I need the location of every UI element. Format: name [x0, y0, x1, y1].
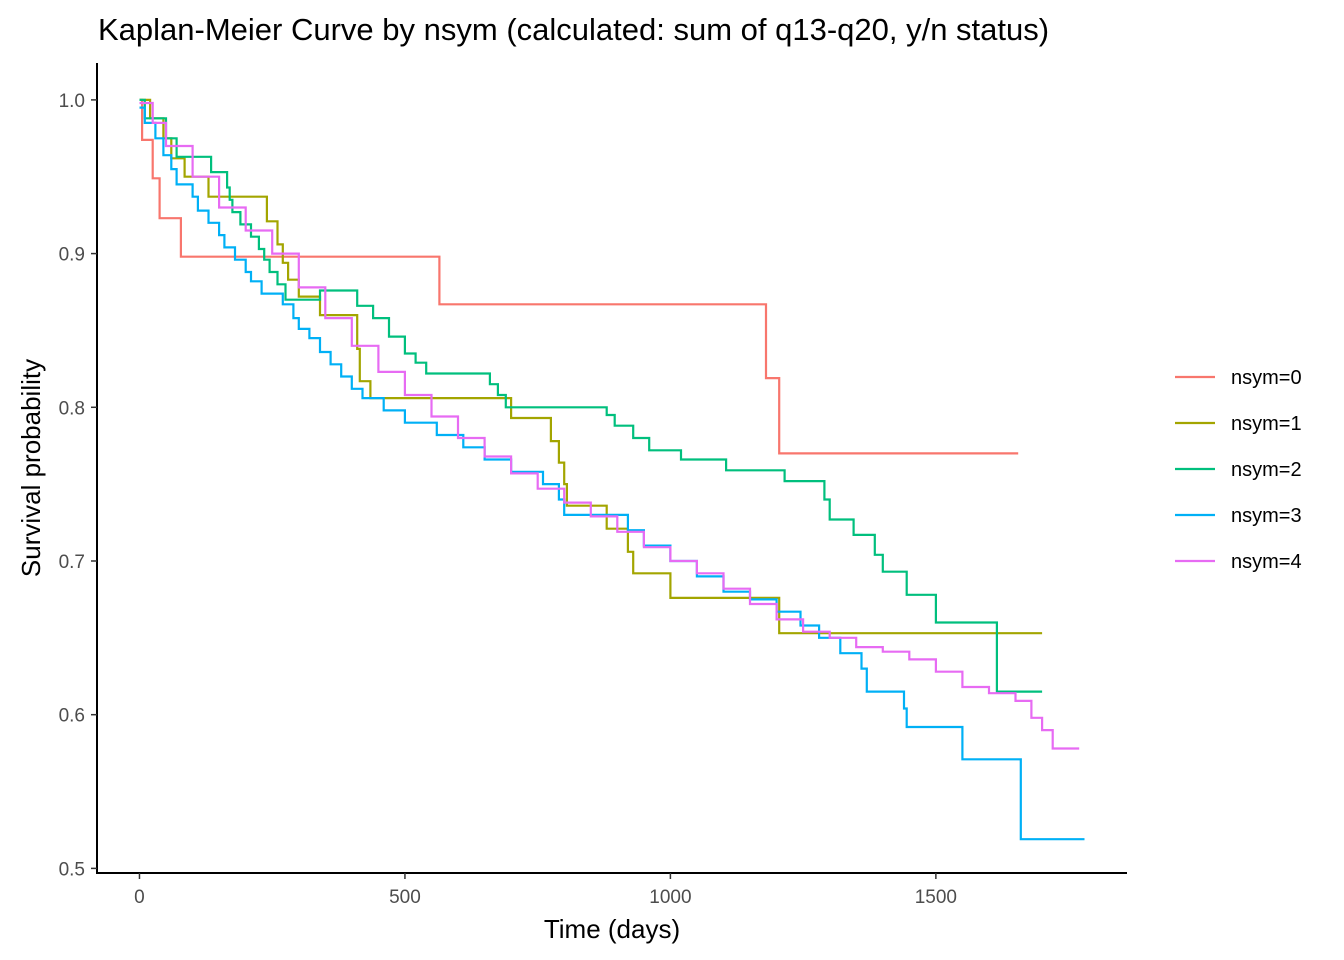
y-axis-ticks: 0.5 0.6 0.7 0.8 0.9 1.0 [59, 91, 97, 880]
y-tick-label: 0.9 [59, 245, 85, 266]
x-tick-label: 1500 [915, 887, 957, 908]
legend-label-nsym-4: nsym=4 [1231, 551, 1302, 573]
legend-label-nsym-2: nsym=2 [1231, 459, 1302, 481]
legend: nsym=0 nsym=1 nsym=2 nsym=3 nsym=4 [1175, 367, 1302, 573]
y-tick-label: 0.5 [59, 859, 85, 880]
curve-nsym-3 [139, 106, 1085, 841]
y-tick-label: 0.6 [59, 706, 85, 727]
x-axis-title: Time (days) [544, 914, 680, 944]
x-tick-label: 0 [134, 887, 145, 908]
x-tick-label: 1000 [649, 887, 691, 908]
curve-nsym-0 [139, 98, 1019, 455]
x-axis-ticks: 0 500 1000 1500 [134, 873, 957, 908]
curve-nsym-4 [139, 101, 1080, 750]
y-tick-label: 1.0 [59, 91, 85, 112]
curve-nsym-2 [139, 98, 1043, 693]
legend-label-nsym-3: nsym=3 [1231, 505, 1302, 527]
y-tick-label: 0.7 [59, 552, 85, 573]
y-tick-label: 0.8 [59, 398, 85, 419]
chart-title: Kaplan-Meier Curve by nsym (calculated: … [98, 12, 1049, 47]
x-tick-label: 500 [389, 887, 421, 908]
legend-label-nsym-1: nsym=1 [1231, 413, 1302, 435]
survival-curves [139, 98, 1085, 841]
y-axis-title: Survival probability [16, 359, 46, 577]
legend-label-nsym-0: nsym=0 [1231, 367, 1302, 389]
plot-area: 0.5 0.6 0.7 0.8 0.9 1.0 0 500 1000 1500 [59, 63, 1127, 908]
curve-nsym-1 [139, 98, 1043, 635]
